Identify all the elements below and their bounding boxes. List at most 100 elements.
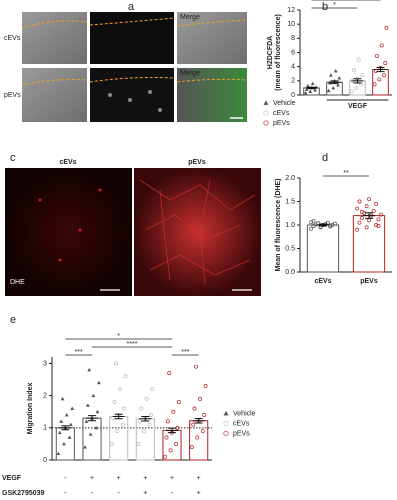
panel-label: c (10, 152, 16, 164)
data-point (313, 88, 318, 92)
data-point (139, 406, 144, 411)
data-point (357, 220, 362, 225)
legend-label: Vehicle (233, 410, 256, 417)
data-point (371, 208, 376, 213)
legend-marker (223, 430, 229, 437)
x-tick-label: pEVs (360, 278, 378, 285)
condition-mark: + (197, 490, 201, 497)
data-point (203, 384, 208, 388)
condition-label: GSK2795039 (2, 490, 45, 497)
data-point (122, 406, 127, 411)
bar (109, 416, 129, 461)
data-point (364, 225, 369, 230)
condition-mark: - (91, 490, 94, 497)
data-point (176, 400, 181, 405)
bar (189, 420, 209, 461)
panel-label: d (322, 152, 328, 164)
legend-label: Vehicle (273, 100, 296, 107)
legend-marker (263, 100, 269, 105)
panel-label: b (322, 1, 328, 13)
condition-mark: - (171, 490, 174, 497)
data-point (374, 223, 379, 227)
data-point (357, 199, 362, 204)
data-point (202, 412, 207, 417)
data-point (309, 220, 314, 225)
data-point (115, 429, 120, 433)
error-bar (59, 425, 72, 431)
significance-label: **** (127, 341, 138, 348)
y-axis-label: H2DCFDA (267, 36, 274, 69)
data-point (148, 412, 153, 417)
data-point (84, 419, 89, 423)
data-point (68, 422, 73, 427)
data-point (164, 435, 169, 440)
condition-mark: + (117, 475, 121, 482)
data-point (144, 396, 149, 401)
y-tick-label: 0 (43, 457, 47, 464)
condition-mark: - (64, 490, 67, 497)
x-tick-label: cEVs (314, 278, 331, 285)
y-axis-label: (mean of fluorescence) (275, 14, 282, 91)
group-label: VEGF (348, 103, 368, 110)
error-bar (139, 416, 152, 422)
data-point (384, 25, 389, 30)
data-point (303, 90, 308, 95)
y-tick-label: 0.0 (285, 269, 295, 276)
data-point (305, 83, 310, 88)
data-point (191, 422, 196, 427)
y-tick-label: 4 (291, 64, 295, 71)
panel-a-images: Merge Merge cEVs pEVs (4, 12, 248, 122)
condition-label: VEGF (2, 475, 22, 482)
condition-mark: + (143, 475, 147, 482)
column-label: pEVs (188, 159, 206, 166)
condition-mark: + (90, 475, 94, 482)
data-point (62, 441, 66, 446)
data-point (359, 209, 364, 214)
data-point (193, 364, 198, 369)
data-point (367, 197, 371, 202)
data-point (374, 54, 379, 58)
data-point (192, 406, 197, 411)
data-point (83, 445, 88, 449)
data-point (56, 451, 61, 456)
data-point (328, 73, 333, 77)
data-point (337, 75, 342, 80)
data-point (336, 83, 341, 87)
bar (372, 69, 389, 96)
data-point (326, 88, 331, 93)
data-point (109, 441, 114, 446)
significance-label: *** (181, 349, 189, 356)
data-point (95, 409, 100, 414)
data-point (112, 400, 117, 405)
bar (82, 417, 102, 461)
data-point (118, 387, 122, 392)
panel-c-images: cEVs pEVs DHE (5, 159, 261, 296)
data-point (85, 403, 90, 407)
significance-label: ** (343, 0, 349, 1)
legend-label: pEVs (273, 120, 290, 127)
data-point (376, 223, 381, 228)
data-point (331, 85, 336, 90)
condition-mark: + (143, 490, 147, 497)
row-label: cEVs (4, 35, 21, 42)
data-point (308, 89, 313, 93)
data-point (136, 441, 141, 446)
data-point (356, 57, 361, 62)
y-tick-label: 12 (287, 7, 295, 14)
y-tick-label: 6 (291, 49, 295, 56)
y-tick-label: 2 (291, 78, 295, 85)
data-point (137, 419, 142, 424)
data-point (354, 85, 359, 90)
significance-label: * (333, 2, 336, 9)
y-tick-label: 1 (43, 425, 47, 432)
data-point (355, 206, 360, 211)
data-point (310, 81, 315, 86)
data-point (142, 429, 146, 433)
error-bar (374, 66, 387, 73)
data-point (64, 412, 69, 417)
panel-label: a (128, 1, 135, 13)
data-point (376, 217, 381, 222)
legend-marker (263, 120, 269, 126)
error-bar (192, 417, 205, 424)
